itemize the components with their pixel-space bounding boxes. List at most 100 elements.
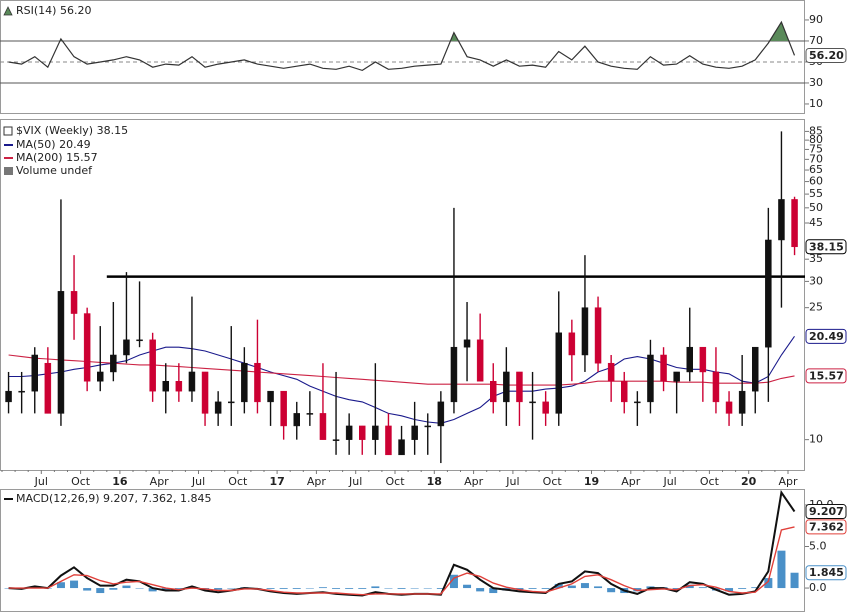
candle-body	[765, 239, 772, 348]
histogram-bar	[528, 588, 537, 589]
last-value-label: 1.845	[809, 566, 844, 579]
x-tick-label: Jul	[348, 475, 362, 488]
histogram-bar	[279, 588, 288, 589]
candle-body	[359, 425, 366, 440]
x-tick-label: Oct	[228, 475, 248, 488]
histogram-bar	[227, 588, 236, 589]
x-tick-label: Apr	[778, 475, 798, 488]
histogram-bar	[4, 588, 13, 589]
histogram-bar	[397, 588, 406, 589]
histogram-bar	[214, 588, 223, 590]
x-tick-label: Jul	[191, 475, 205, 488]
last-value-label: 38.15	[809, 240, 844, 253]
y-tick-label: 85	[809, 124, 823, 137]
candle-body	[188, 371, 196, 392]
histogram-bar	[515, 588, 524, 590]
candle-body	[673, 371, 680, 382]
candle-body	[201, 371, 209, 414]
y-tick-label: 70	[809, 34, 823, 47]
candle-body	[621, 380, 628, 403]
last-value-box	[805, 368, 847, 384]
last-value-box	[805, 239, 847, 255]
candle-body	[372, 425, 379, 440]
candle-body	[5, 390, 12, 403]
histogram-bar	[161, 588, 170, 591]
candle-body	[31, 354, 38, 392]
last-value-box	[805, 565, 847, 581]
last-value-label: 15.57	[809, 369, 844, 382]
volume-icon	[4, 167, 13, 175]
candle-body	[149, 339, 156, 392]
x-tick-label: Jul	[662, 475, 676, 488]
histogram-bar	[698, 587, 707, 589]
histogram-bar	[83, 588, 92, 591]
y-tick-label: 50	[809, 201, 823, 214]
candle-body	[463, 339, 471, 348]
x-tick-label: 17	[269, 475, 284, 488]
histogram-bar	[633, 588, 642, 592]
histogram-bar	[292, 588, 301, 589]
candle-body	[437, 401, 445, 427]
candle-body	[83, 313, 91, 382]
last-value-box	[805, 47, 847, 63]
histogram-bar	[318, 587, 327, 589]
histogram-bar	[109, 588, 118, 590]
histogram-bar	[790, 572, 799, 589]
candle-body	[18, 390, 25, 393]
histogram-bar	[96, 588, 105, 594]
candle-body	[136, 339, 143, 342]
candle-body	[411, 425, 418, 440]
candle-body	[476, 339, 484, 382]
y-tick-label: 80	[809, 133, 823, 146]
rsi-panel	[0, 0, 805, 114]
legend-entry: MA(50) 20.49	[16, 138, 91, 151]
candle-body	[306, 413, 314, 415]
histogram-bar	[410, 588, 419, 589]
x-tick-label: 16	[112, 475, 128, 488]
last-value-label: 20.49	[809, 330, 844, 343]
y-tick-label: 35	[809, 252, 823, 265]
candle-body	[241, 362, 248, 403]
candle-body	[634, 401, 641, 404]
histogram-bar	[56, 582, 65, 589]
histogram-bar	[725, 588, 734, 592]
y-tick-label: 60	[809, 175, 823, 188]
y-tick-label: 25	[809, 301, 823, 314]
price-panel	[0, 119, 805, 471]
y-tick-label: 70	[809, 152, 823, 165]
y-tick-label: 10	[809, 97, 823, 110]
x-tick-label: Jul	[34, 475, 48, 488]
legend-entry: MA(200) 15.57	[16, 151, 98, 164]
candle-body	[175, 380, 183, 392]
candle-body	[529, 401, 536, 404]
candle-body	[228, 401, 235, 404]
macd-line	[8, 526, 795, 596]
candle-body	[555, 332, 562, 414]
histogram-bar	[567, 585, 576, 589]
y-tick-label: 30	[809, 76, 823, 89]
candle-body	[516, 371, 523, 403]
candle-body	[712, 371, 720, 403]
candle-body	[70, 291, 78, 314]
last-value-label: 7.362	[809, 520, 844, 533]
y-tick-label: 45	[809, 216, 823, 229]
candle-body	[123, 339, 130, 356]
candle-body	[254, 362, 261, 403]
histogram-bar	[777, 550, 786, 589]
candle-body	[424, 425, 431, 428]
histogram-bar	[764, 578, 773, 589]
histogram-bar	[122, 585, 131, 589]
y-tick-label: 10	[809, 433, 823, 446]
histogram-bar	[541, 588, 550, 589]
legend-entry: Volume undef	[16, 164, 93, 177]
x-tick-label: Apr	[621, 475, 641, 488]
histogram-bar	[70, 580, 79, 589]
candle-body	[738, 390, 746, 414]
x-tick-label: Oct	[700, 475, 720, 488]
histogram-bar	[332, 588, 341, 589]
x-tick-label: 18	[427, 475, 442, 488]
candle-body	[162, 380, 169, 392]
histogram-bar	[135, 588, 144, 589]
candle-body	[490, 380, 497, 403]
